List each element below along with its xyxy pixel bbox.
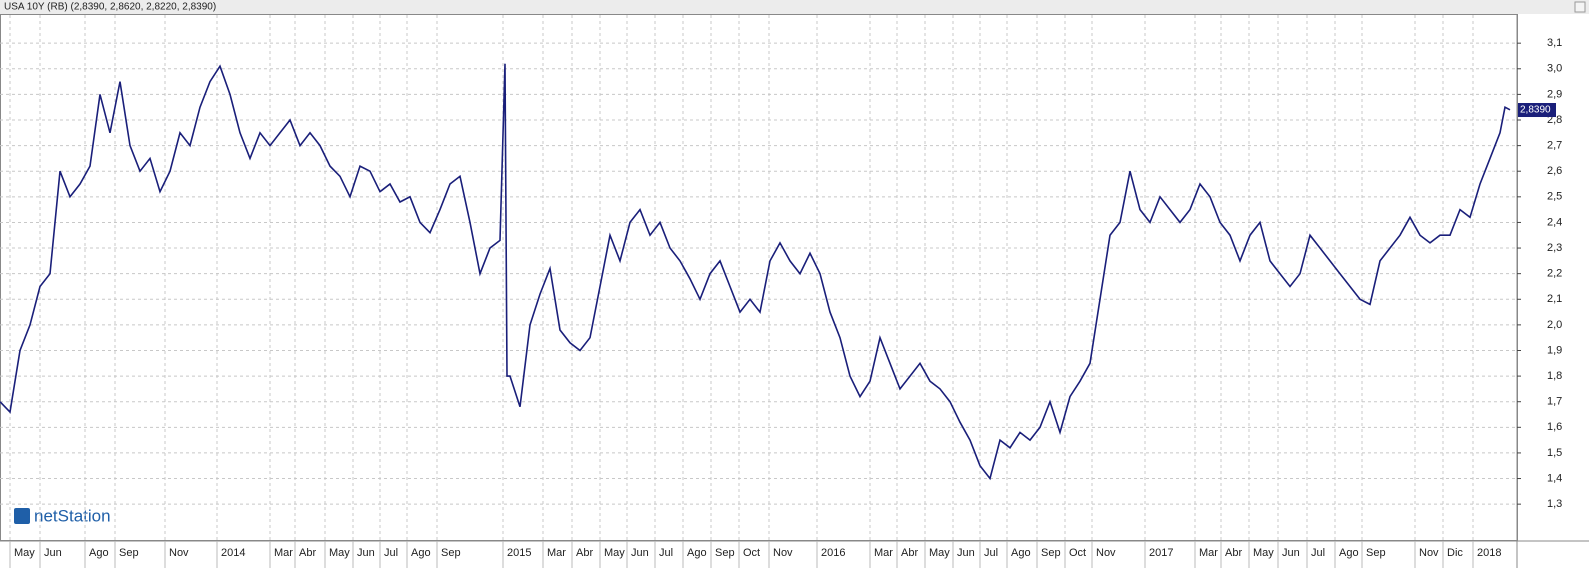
x-tick-label: Jul xyxy=(984,547,998,559)
x-tick-label: May xyxy=(14,547,35,559)
x-tick-label: Sep xyxy=(119,547,139,559)
x-tick-label: Jun xyxy=(1282,547,1300,559)
menu-button[interactable] xyxy=(1574,1,1586,13)
y-tick-label: 1,6 xyxy=(1547,421,1562,433)
x-tick-label: Nov xyxy=(1419,547,1439,559)
last-value-badge xyxy=(1518,103,1556,118)
header-bar xyxy=(0,0,1589,14)
y-tick-label: 2,0 xyxy=(1547,319,1562,331)
x-tick-label: 2016 xyxy=(821,547,845,559)
x-tick-label: May xyxy=(929,547,950,559)
x-tick-label: 2015 xyxy=(507,547,531,559)
x-tick-label: May xyxy=(604,547,625,559)
x-tick-label: Dic xyxy=(1447,547,1463,559)
y-tick-label: 2,5 xyxy=(1547,191,1562,203)
y-tick-label: 2,9 xyxy=(1547,88,1562,100)
y-tick-label: 2,3 xyxy=(1547,242,1562,254)
x-tick-label: May xyxy=(329,547,350,559)
x-tick-label: Nov xyxy=(169,547,189,559)
x-tick-label: Sep xyxy=(441,547,461,559)
x-tick-label: Jun xyxy=(357,547,375,559)
x-tick-label: Jun xyxy=(44,547,62,559)
x-tick-label: Jun xyxy=(631,547,649,559)
x-tick-label: Mar xyxy=(874,547,893,559)
y-tick-label: 3,0 xyxy=(1547,63,1562,75)
price-line xyxy=(0,63,1511,481)
y-tick-label: 1,9 xyxy=(1547,344,1562,356)
chart-title: USA 10Y (RB) (2,8390, 2,8620, 2,8220, 2,… xyxy=(4,2,216,13)
x-tick-label: Ago xyxy=(1011,547,1031,559)
logo-icon xyxy=(14,508,30,524)
logo: netStation xyxy=(14,506,111,525)
x-tick-label: Mar xyxy=(274,547,293,559)
x-tick-label: Abr xyxy=(299,547,316,559)
x-tick-label: 2014 xyxy=(221,547,245,559)
x-tick-label: Ago xyxy=(1339,547,1359,559)
logo-text: netStation xyxy=(34,506,111,525)
y-tick-label: 2,4 xyxy=(1547,216,1562,228)
x-tick-label: Nov xyxy=(773,547,793,559)
x-tick-label: Ago xyxy=(89,547,109,559)
x-tick-label: Oct xyxy=(743,547,760,559)
y-tick-label: 1,4 xyxy=(1547,472,1562,484)
x-tick-label: Abr xyxy=(1225,547,1242,559)
x-tick-label: Sep xyxy=(1366,547,1386,559)
y-tick-label: 2,1 xyxy=(1547,293,1562,305)
x-tick-label: Jul xyxy=(384,547,398,559)
y-tick-label: 1,5 xyxy=(1547,447,1562,459)
y-tick-label: 2,6 xyxy=(1547,165,1562,177)
x-tick-label: Sep xyxy=(1041,547,1061,559)
x-tick-label: Abr xyxy=(576,547,593,559)
y-tick-label: 1,7 xyxy=(1547,396,1562,408)
x-tick-label: Oct xyxy=(1069,547,1086,559)
last-value-label: 2,8390 xyxy=(1520,105,1551,116)
x-tick-label: Sep xyxy=(715,547,735,559)
y-tick-label: 2,7 xyxy=(1547,140,1562,152)
x-tick-label: 2018 xyxy=(1477,547,1501,559)
x-tick-label: Mar xyxy=(1199,547,1218,559)
x-tick-label: Ago xyxy=(411,547,431,559)
x-tick-label: Jul xyxy=(659,547,673,559)
x-tick-label: Mar xyxy=(547,547,566,559)
x-tick-label: 2017 xyxy=(1149,547,1173,559)
y-tick-label: 3,1 xyxy=(1547,37,1562,49)
y-tick-label: 1,3 xyxy=(1547,498,1562,510)
x-tick-label: Nov xyxy=(1096,547,1116,559)
x-tick-label: Ago xyxy=(687,547,707,559)
x-tick-label: Abr xyxy=(901,547,918,559)
x-tick-label: Jul xyxy=(1311,547,1325,559)
x-tick-label: Jun xyxy=(957,547,975,559)
x-tick-label: May xyxy=(1253,547,1274,559)
y-tick-label: 1,8 xyxy=(1547,370,1562,382)
y-tick-label: 2,2 xyxy=(1547,268,1562,280)
